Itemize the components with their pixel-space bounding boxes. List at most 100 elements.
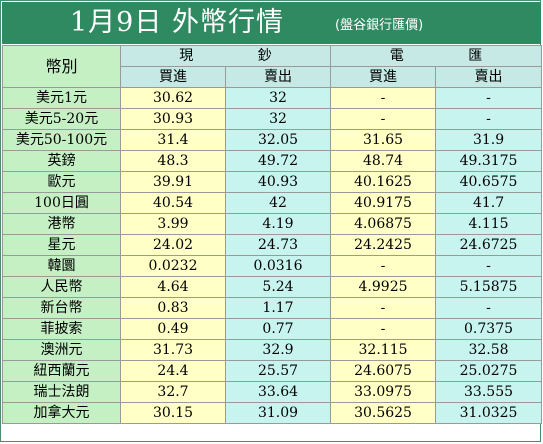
tt-sell-value: 33.555 <box>435 381 543 403</box>
cash-group-header: 現 鈔 <box>119 45 332 67</box>
cash-buy-value: 31.73 <box>120 339 226 361</box>
table-row: 韓圜 0.0232 0.0316- - <box>2 255 543 277</box>
cash-buy-value: 30.93 <box>120 108 226 130</box>
table-row: 菲披索 0.49 0.77-0.7375 <box>2 318 543 340</box>
rate-source: (盤谷銀行匯價) <box>335 18 424 33</box>
tt-buy-value: 4.06875 <box>330 213 437 235</box>
tt-buy-value: 40.1625 <box>330 171 437 193</box>
tt-buy-value: 30.5625 <box>330 402 437 424</box>
cash-sell-value: 32.05 <box>224 129 332 151</box>
cash-buy-header: 買進 <box>120 66 226 88</box>
cash-buy-value: 39.91 <box>120 171 226 193</box>
tt-sell-value: 41.7 <box>435 192 543 214</box>
telegraphic-group-header: 電 匯 <box>330 45 543 67</box>
tt-sell-value: 40.6575 <box>435 171 543 193</box>
tt-sell-value: 24.6725 <box>435 234 543 256</box>
cash-buy-value: 0.0232 <box>120 255 226 277</box>
table-row: 瑞士法朗 32.7 33.64 33.0975 33.555 <box>2 381 543 403</box>
tt-buy-value: 40.9175 <box>330 192 437 214</box>
currency-name: 100日圓 <box>2 192 121 214</box>
table-row: 新台幣 0.83 1.17- - <box>2 297 543 319</box>
currency-name: 澳洲元 <box>2 339 121 361</box>
cash-buy-value: 24.02 <box>120 234 226 256</box>
cash-sell-value: 5.24 <box>224 276 332 298</box>
cash-sell-value: 32.9 <box>224 339 332 361</box>
tt-buy-value: 32.115 <box>330 339 437 361</box>
tt-buy-header: 買進 <box>330 66 437 88</box>
currency-name: 美元50-100元 <box>2 129 121 151</box>
cash-buy-value: 48.3 <box>120 150 226 172</box>
tt-buy-value: 24.6075 <box>330 360 437 382</box>
tt-buy-value: - <box>330 297 437 319</box>
tt-sell-value: - <box>435 87 543 109</box>
tt-sell-value: - <box>435 108 543 130</box>
table-row: 港幣 3.99 4.19 4.06875 4.115 <box>2 213 543 235</box>
cash-sell-value: 31.09 <box>224 402 332 424</box>
table-row: 100日圓 40.54 42 40.9175 41.7 <box>2 192 543 214</box>
tt-buy-value: 31.65 <box>330 129 437 151</box>
cash-sell-value: 49.72 <box>224 150 332 172</box>
tt-buy-value: 33.0975 <box>330 381 437 403</box>
currency-name: 韓圜 <box>2 255 121 277</box>
tt-buy-value: 48.74 <box>330 150 437 172</box>
tt-sell-value: 49.3175 <box>435 150 543 172</box>
cash-buy-value: 0.83 <box>120 297 226 319</box>
tt-sell-value: 31.0325 <box>435 402 543 424</box>
cash-sell-value: 40.93 <box>224 171 332 193</box>
currency-name: 港幣 <box>2 213 121 235</box>
currency-name: 美元5-20元 <box>2 108 121 130</box>
tt-sell-value: 25.0275 <box>435 360 543 382</box>
table-row: 澳洲元 31.73 32.9 32.115 32.58 <box>2 339 543 361</box>
currency-name: 英鎊 <box>2 150 121 172</box>
cash-sell-value: 0.0316 <box>224 255 332 277</box>
tt-buy-value: 24.2425 <box>330 234 437 256</box>
tt-buy-value: - <box>330 108 437 130</box>
cash-sell-value: 24.73 <box>224 234 332 256</box>
tt-sell-value: 0.7375 <box>435 318 543 340</box>
tt-sell-value: 32.58 <box>435 339 543 361</box>
tt-sell-value: 4.115 <box>435 213 543 235</box>
table-row: 英鎊 48.3 49.72 48.74 49.3175 <box>2 150 543 172</box>
tt-buy-value: 4.9925 <box>330 276 437 298</box>
tt-sell-value: - <box>435 297 543 319</box>
cash-buy-value: 3.99 <box>120 213 226 235</box>
cash-sell-value: 4.19 <box>224 213 332 235</box>
currency-name: 菲披索 <box>2 318 121 340</box>
tt-buy-value: - <box>330 318 437 340</box>
table-row: 美元1元 30.62 32- - <box>2 87 543 109</box>
cash-sell-value: 0.77 <box>224 318 332 340</box>
cash-sell-value: 25.57 <box>224 360 332 382</box>
table-row: 紐西蘭元 24.4 25.57 24.6075 25.0275 <box>2 360 543 382</box>
currency-name: 人民幣 <box>2 276 121 298</box>
table-row: 歐元 39.91 40.93 40.1625 40.6575 <box>2 171 543 193</box>
currency-name: 星元 <box>2 234 121 256</box>
tt-sell-header: 賣出 <box>435 66 543 88</box>
cash-sell-value: 32 <box>224 108 332 130</box>
cash-sell-value: 32 <box>224 87 332 109</box>
currency-name: 歐元 <box>2 171 121 193</box>
table-row: 星元 24.02 24.73 24.2425 24.6725 <box>2 234 543 256</box>
tt-sell-value: - <box>435 255 543 277</box>
currency-header: 幣別 <box>2 45 121 88</box>
currency-name: 新台幣 <box>2 297 121 319</box>
cash-buy-value: 0.49 <box>120 318 226 340</box>
cash-sell-header: 賣出 <box>224 66 332 88</box>
currency-name: 美元1元 <box>2 87 121 109</box>
table-row: 美元50-100元 31.4 32.05 31.65 31.9 <box>2 129 543 151</box>
tt-buy-value: - <box>330 255 437 277</box>
cash-buy-value: 40.54 <box>120 192 226 214</box>
cash-buy-value: 30.15 <box>120 402 226 424</box>
cash-sell-value: 42 <box>224 192 332 214</box>
page-title: 1月9日 外幣行情 <box>70 7 284 38</box>
title-bar: 1月9日 外幣行情 (盤谷銀行匯價) <box>2 2 541 44</box>
cash-buy-value: 4.64 <box>120 276 226 298</box>
rate-rows: 美元1元 30.62 32- - 美元5-20元 30.93 32- - 美元50-100元 31… <box>2 87 543 424</box>
tt-sell-value: 5.15875 <box>435 276 543 298</box>
currency-name: 加拿大元 <box>2 402 121 424</box>
table-row: 人民幣 4.64 5.24 4.9925 5.15875 <box>2 276 543 298</box>
tt-buy-value: - <box>330 87 437 109</box>
cash-buy-value: 31.4 <box>120 129 226 151</box>
exchange-rate-table: 幣別 現 鈔 電 匯 買進 賣出 買進 賣出 美元1元 30.62 32- - 美元5-… <box>2 45 543 424</box>
cash-buy-value: 32.7 <box>120 381 226 403</box>
